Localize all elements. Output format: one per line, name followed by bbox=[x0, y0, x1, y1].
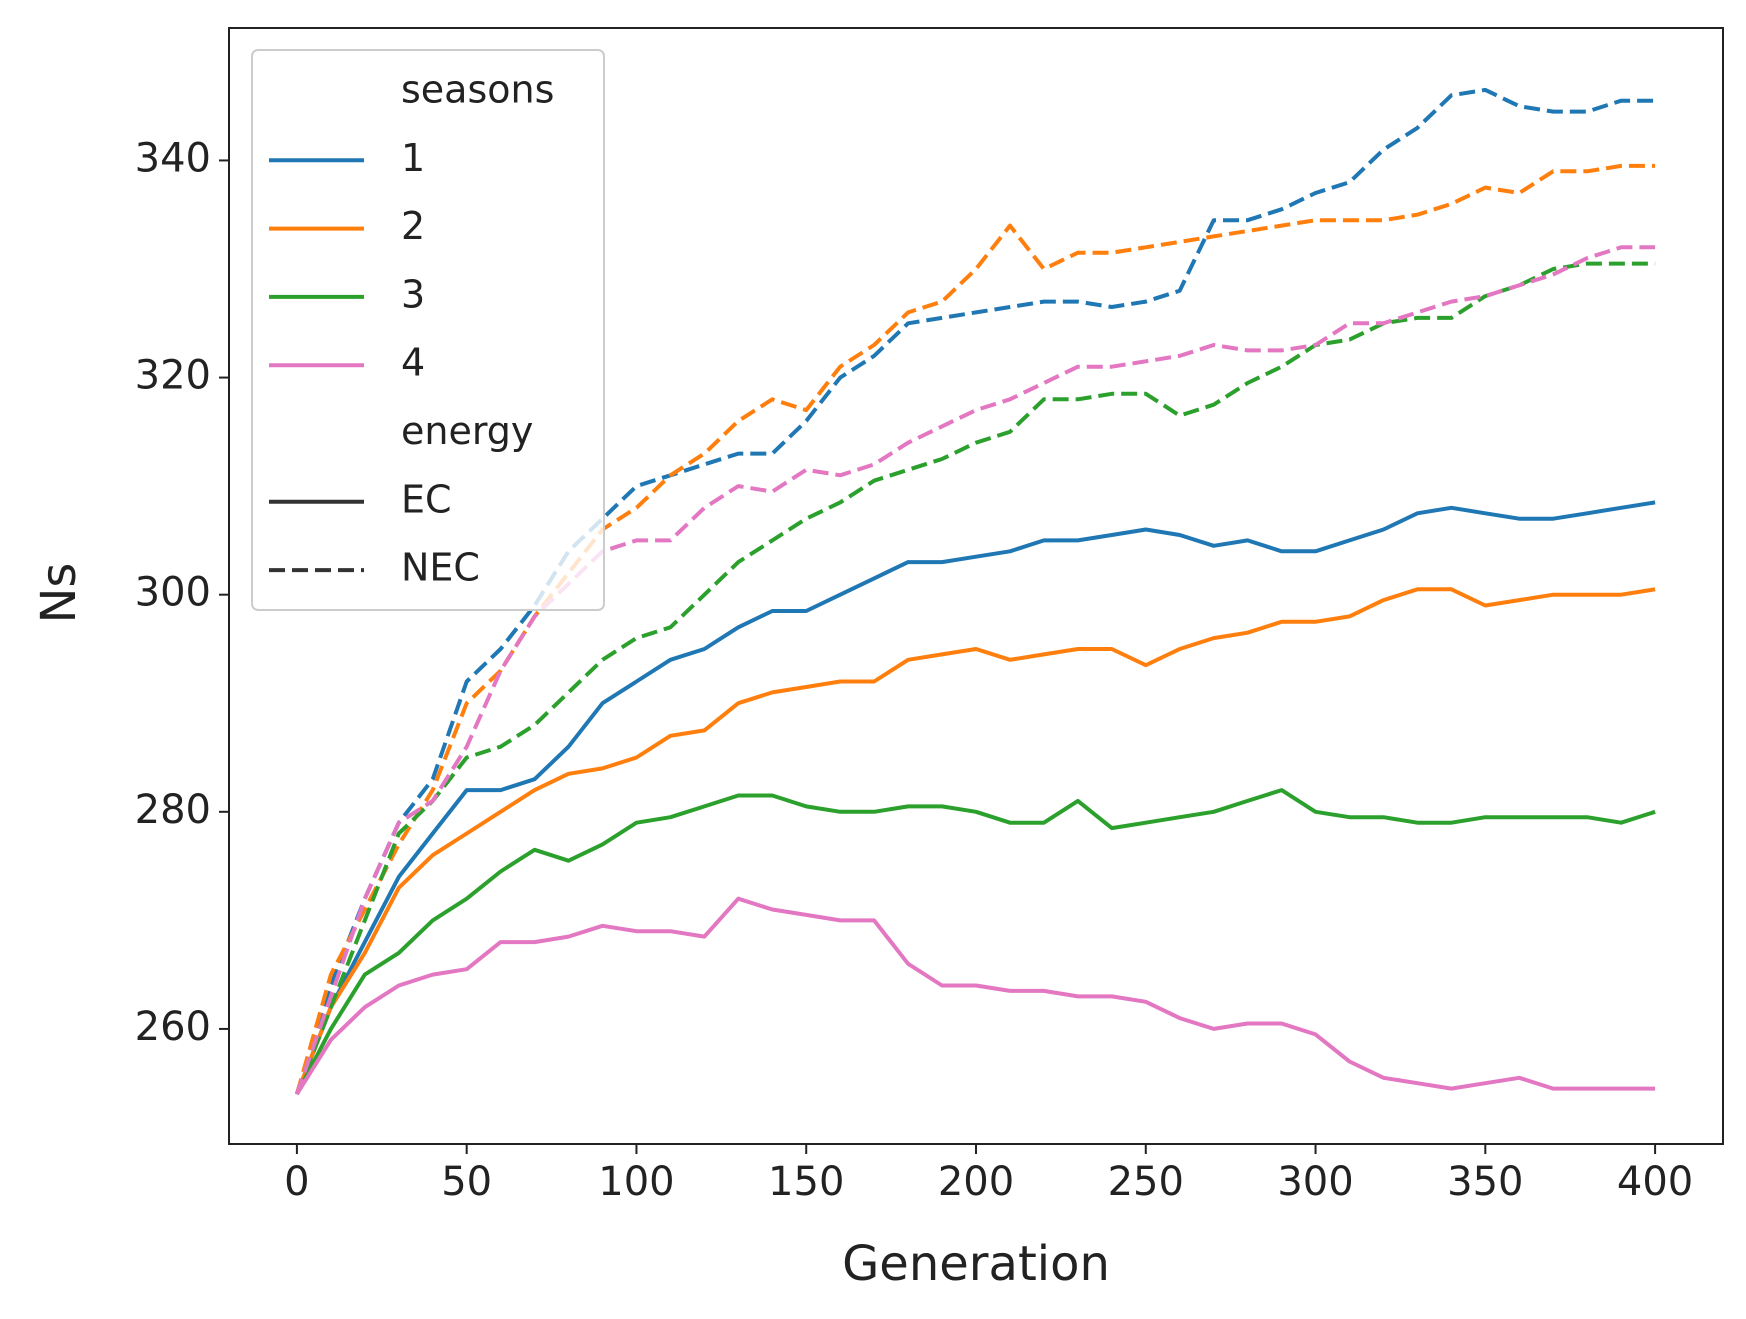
y-axis-label: Ns bbox=[31, 563, 87, 624]
legend: seasons 1 2 3 4 energy EC NEC bbox=[251, 49, 605, 611]
series-line bbox=[295, 587, 1656, 1095]
series-line bbox=[294, 87, 1656, 1095]
y-tick-label: 300 bbox=[135, 570, 211, 616]
series-line bbox=[295, 500, 1656, 1095]
legend-label: NEC bbox=[401, 546, 480, 590]
x-tick-label: 150 bbox=[768, 1159, 844, 1205]
x-tick-label: 50 bbox=[441, 1159, 492, 1205]
series-line bbox=[295, 896, 1656, 1096]
x-tick-label: 250 bbox=[1108, 1159, 1184, 1205]
legend-box bbox=[251, 49, 605, 611]
legend-label: EC bbox=[401, 477, 452, 521]
legend-label: 2 bbox=[401, 204, 425, 248]
y-tick-label: 320 bbox=[135, 353, 211, 399]
y-tick-label: 340 bbox=[135, 135, 211, 181]
x-tick-label: 0 bbox=[284, 1159, 309, 1205]
series-line bbox=[295, 261, 1656, 1095]
x-axis-label: Generation bbox=[842, 1236, 1110, 1292]
y-tick-label: 280 bbox=[135, 787, 211, 833]
x-tick-label: 100 bbox=[598, 1159, 674, 1205]
series-line bbox=[295, 788, 1656, 1096]
series-line bbox=[295, 245, 1656, 1095]
legend-label: 3 bbox=[401, 272, 425, 316]
plot-frame bbox=[228, 27, 1724, 1145]
x-tick-label: 350 bbox=[1447, 1159, 1523, 1205]
legend-label: 1 bbox=[401, 136, 425, 180]
x-tick-label: 300 bbox=[1277, 1159, 1353, 1205]
legend-label: 4 bbox=[401, 341, 425, 385]
x-tick-label: 400 bbox=[1617, 1159, 1693, 1205]
legend-title: seasons bbox=[401, 68, 554, 112]
legend-title: energy bbox=[401, 409, 533, 453]
x-tick-label: 200 bbox=[938, 1159, 1014, 1205]
y-tick-label: 260 bbox=[135, 1004, 211, 1050]
